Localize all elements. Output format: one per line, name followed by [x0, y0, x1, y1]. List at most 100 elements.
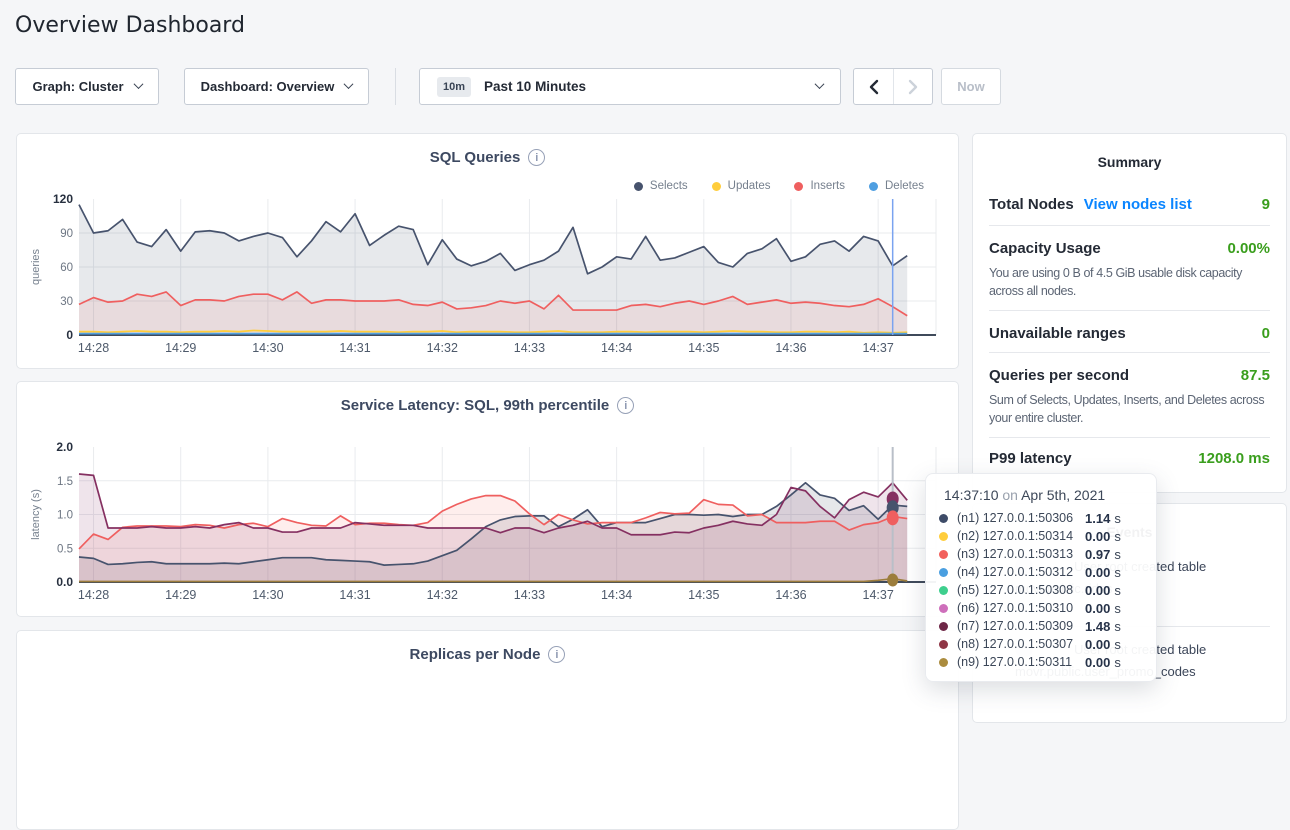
svg-text:14:32: 14:32 — [427, 341, 458, 355]
svg-text:14:37: 14:37 — [863, 341, 894, 355]
svg-text:14:31: 14:31 — [339, 588, 370, 602]
latency-value: 0.97 — [1085, 546, 1111, 562]
tooltip-series-row: (n7) 127.0.0.1:50309 1.48 s — [939, 617, 1156, 635]
svg-text:14:34: 14:34 — [601, 341, 632, 355]
legend-color-dot — [633, 181, 643, 191]
series-color-dot — [939, 585, 948, 595]
page-title: Overview Dashboard — [15, 13, 245, 38]
chart-legend: Selects Updates Inserts Deletes — [633, 180, 924, 192]
latency-value: 1.48 — [1085, 618, 1111, 634]
replicas-chart-panel: Replicas per Node — [16, 630, 959, 830]
series-color-dot — [939, 639, 948, 649]
tooltip-series-row: (n1) 127.0.0.1:50306 1.14 s — [939, 509, 1156, 527]
svg-text:14:37: 14:37 — [863, 588, 894, 602]
latency-value: 0.00 — [1085, 636, 1111, 652]
chart-hover-tooltip: 14:37:10 on Apr 5th, 2021 (n1) 127.0.0.1… — [925, 473, 1157, 682]
node-address: (n9) 127.0.0.1:50311 — [957, 655, 1073, 669]
info-icon[interactable] — [617, 397, 635, 414]
svg-text:0.5: 0.5 — [57, 543, 73, 555]
series-color-dot — [939, 603, 948, 613]
prev-time-button[interactable] — [854, 69, 893, 104]
legend-label: Inserts — [810, 180, 845, 192]
svg-text:latency (s): latency (s) — [30, 489, 42, 540]
time-pager — [853, 68, 933, 105]
toolbar: Graph: Cluster Dashboard: Overview 10m P… — [15, 68, 1001, 105]
divider — [395, 68, 396, 105]
chevron-down-icon — [343, 78, 354, 89]
node-address: (n8) 127.0.0.1:50307 — [957, 637, 1074, 651]
series-color-dot — [939, 549, 948, 559]
tooltip-series-row: (n8) 127.0.0.1:50307 0.00 s — [939, 635, 1156, 653]
latency-value: 1.14 — [1085, 510, 1111, 526]
svg-text:14:36: 14:36 — [775, 588, 806, 602]
tooltip-series-row: (n9) 127.0.0.1:50311 0.00 s — [939, 653, 1156, 671]
next-time-button[interactable] — [893, 69, 932, 104]
svg-text:14:32: 14:32 — [427, 588, 458, 602]
legend-item[interactable]: Inserts — [794, 180, 845, 192]
latency-value: 0.00 — [1085, 564, 1111, 580]
svg-text:14:35: 14:35 — [688, 588, 719, 602]
latency-unit: s — [1114, 582, 1121, 598]
sql-queries-chart: 0 30 60 90 120 14:28 14:29 14:30 14:31 14:32 14:33… — [30, 192, 937, 355]
summary-row-p99: P99 latency 1208.0 ms — [989, 450, 1270, 467]
sql-queries-chart-panel: SQL Queries Selects Updates Inserts Deletes… — [16, 133, 959, 369]
svg-text:14:33: 14:33 — [514, 588, 545, 602]
latency-unit: s — [1114, 600, 1121, 616]
node-address: (n2) 127.0.0.1:50314 — [957, 529, 1074, 543]
svg-text:0: 0 — [66, 328, 73, 342]
series-color-dot — [939, 621, 948, 631]
svg-text:1.5: 1.5 — [57, 476, 73, 488]
svg-text:90: 90 — [60, 228, 73, 240]
time-range-badge: 10m — [437, 76, 472, 97]
summary-row-total-nodes: Total Nodes View nodes list 9 — [989, 170, 1270, 226]
svg-text:14:28: 14:28 — [78, 588, 109, 602]
dashboard-selector[interactable]: Dashboard: Overview — [184, 68, 369, 105]
latency-unit: s — [1114, 528, 1121, 544]
tooltip-series-row: (n2) 127.0.0.1:50314 0.00 s — [939, 527, 1156, 545]
info-icon[interactable] — [548, 646, 566, 663]
node-address: (n3) 127.0.0.1:50313 — [957, 547, 1074, 561]
summary-row-capacity: Capacity Usage 0.00% You are using 0 B o… — [989, 226, 1270, 311]
time-range-selector[interactable]: 10m Past 10 Minutes — [419, 68, 841, 105]
chevron-down-icon — [814, 78, 825, 89]
info-icon[interactable] — [528, 149, 546, 166]
legend-color-dot — [711, 181, 721, 191]
svg-text:14:28: 14:28 — [78, 341, 109, 355]
svg-text:2.0: 2.0 — [56, 440, 73, 454]
tooltip-series-row: (n6) 127.0.0.1:50310 0.00 s — [939, 599, 1156, 617]
latency-unit: s — [1114, 546, 1121, 562]
svg-text:14:30: 14:30 — [252, 341, 283, 355]
tooltip-timestamp: 14:37:10 on Apr 5th, 2021 — [944, 487, 1106, 503]
node-address: (n7) 127.0.0.1:50309 — [957, 619, 1074, 633]
chevron-down-icon — [133, 78, 143, 89]
legend-label: Selects — [649, 180, 688, 192]
svg-text:30: 30 — [60, 296, 73, 308]
svg-text:14:35: 14:35 — [688, 341, 719, 355]
legend-item[interactable]: Updates — [711, 180, 770, 192]
svg-text:14:34: 14:34 — [601, 588, 632, 602]
series-color-dot — [939, 657, 948, 667]
view-nodes-list-link[interactable]: View nodes list — [1083, 196, 1192, 213]
series-color-dot — [939, 567, 948, 577]
legend-label: Deletes — [885, 180, 924, 192]
latency-unit: s — [1114, 564, 1121, 580]
latency-chart: 0.0 0.5 1.0 1.5 2.0 14:28 14:29 14:30 14:31 14:32… — [30, 440, 937, 602]
svg-text:1.0: 1.0 — [57, 510, 73, 522]
now-button[interactable]: Now — [941, 68, 1001, 105]
svg-text:0.0: 0.0 — [56, 575, 73, 589]
latency-chart-panel: Service Latency: SQL, 99th percentile 0.… — [16, 381, 959, 617]
legend-item[interactable]: Deletes — [869, 180, 924, 192]
summary-heading: Summary — [1097, 154, 1162, 170]
node-address: (n6) 127.0.0.1:50310 — [957, 601, 1074, 615]
latency-unit: s — [1114, 636, 1121, 652]
summary-row-qps: Queries per second 87.5 Sum of Selects, … — [989, 353, 1270, 438]
svg-text:14:29: 14:29 — [165, 341, 196, 355]
svg-text:14:31: 14:31 — [339, 341, 370, 355]
legend-item[interactable]: Selects — [633, 180, 688, 192]
graph-selector[interactable]: Graph: Cluster — [15, 68, 159, 105]
tooltip-series-row: (n3) 127.0.0.1:50313 0.97 s — [939, 545, 1156, 563]
node-address: (n5) 127.0.0.1:50308 — [957, 583, 1074, 597]
summary-row-unavailable: Unavailable ranges 0 — [989, 311, 1270, 353]
latency-unit: s — [1114, 618, 1121, 634]
legend-color-dot — [869, 181, 878, 191]
